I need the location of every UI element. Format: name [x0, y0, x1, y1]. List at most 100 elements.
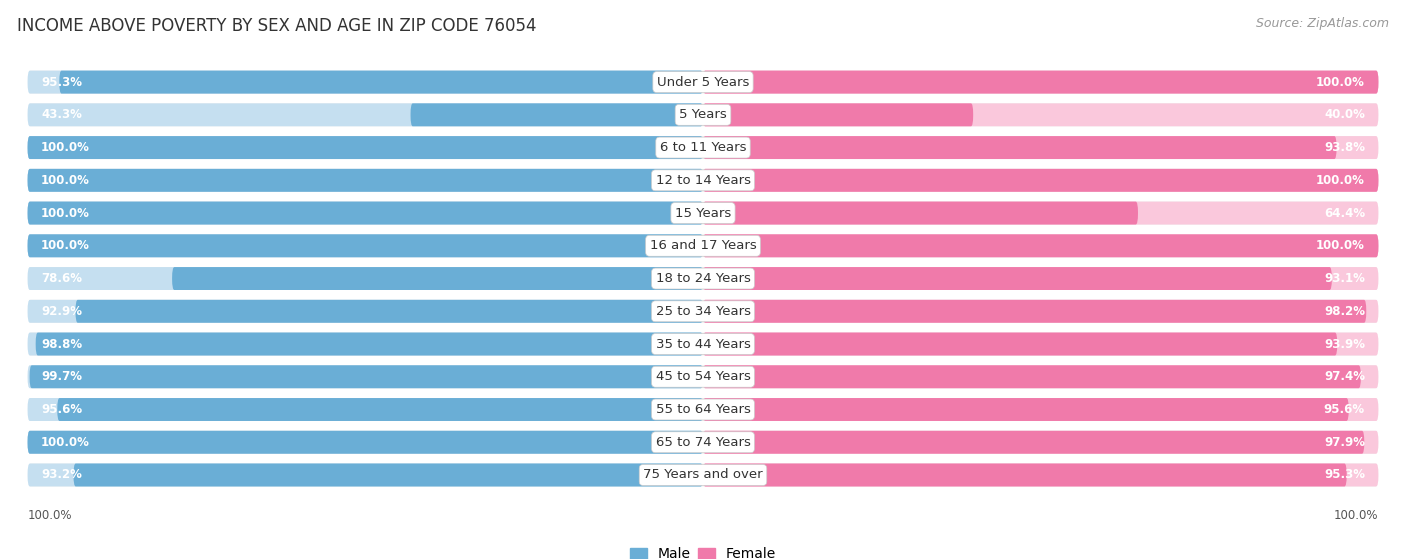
FancyBboxPatch shape [28, 430, 1378, 454]
FancyBboxPatch shape [28, 331, 1378, 357]
Text: 95.3%: 95.3% [1324, 468, 1365, 481]
Text: Under 5 Years: Under 5 Years [657, 75, 749, 88]
Text: 98.8%: 98.8% [41, 338, 82, 350]
FancyBboxPatch shape [703, 267, 1378, 290]
FancyBboxPatch shape [703, 300, 1378, 323]
FancyBboxPatch shape [703, 366, 1361, 388]
FancyBboxPatch shape [703, 398, 1378, 421]
Text: 100.0%: 100.0% [28, 509, 72, 522]
FancyBboxPatch shape [28, 70, 703, 93]
Text: 93.2%: 93.2% [41, 468, 82, 481]
Text: 35 to 44 Years: 35 to 44 Years [655, 338, 751, 350]
Text: 100.0%: 100.0% [1316, 239, 1365, 252]
FancyBboxPatch shape [76, 300, 703, 323]
FancyBboxPatch shape [703, 136, 1337, 159]
Text: 18 to 24 Years: 18 to 24 Years [655, 272, 751, 285]
Text: 45 to 54 Years: 45 to 54 Years [655, 370, 751, 383]
FancyBboxPatch shape [703, 169, 1378, 192]
Text: 12 to 14 Years: 12 to 14 Years [655, 174, 751, 187]
FancyBboxPatch shape [28, 364, 1378, 389]
FancyBboxPatch shape [703, 202, 1378, 225]
FancyBboxPatch shape [28, 169, 703, 192]
Text: 64.4%: 64.4% [1324, 207, 1365, 220]
FancyBboxPatch shape [28, 202, 703, 225]
FancyBboxPatch shape [703, 136, 1378, 159]
FancyBboxPatch shape [28, 234, 703, 257]
FancyBboxPatch shape [28, 233, 1378, 258]
Text: 43.3%: 43.3% [41, 108, 82, 121]
Text: 55 to 64 Years: 55 to 64 Years [655, 403, 751, 416]
FancyBboxPatch shape [28, 70, 1378, 94]
FancyBboxPatch shape [58, 398, 703, 421]
FancyBboxPatch shape [28, 397, 1378, 422]
FancyBboxPatch shape [30, 366, 703, 388]
FancyBboxPatch shape [703, 169, 1378, 192]
Text: 97.9%: 97.9% [1324, 436, 1365, 449]
Text: 100.0%: 100.0% [41, 207, 90, 220]
FancyBboxPatch shape [28, 299, 1378, 324]
FancyBboxPatch shape [703, 234, 1378, 257]
FancyBboxPatch shape [28, 366, 703, 388]
Text: 95.6%: 95.6% [41, 403, 82, 416]
Text: 99.7%: 99.7% [41, 370, 82, 383]
FancyBboxPatch shape [28, 202, 703, 225]
FancyBboxPatch shape [28, 463, 703, 486]
FancyBboxPatch shape [703, 202, 1137, 225]
Text: 100.0%: 100.0% [1334, 509, 1378, 522]
FancyBboxPatch shape [35, 333, 703, 356]
FancyBboxPatch shape [28, 398, 703, 421]
FancyBboxPatch shape [703, 70, 1378, 93]
FancyBboxPatch shape [411, 103, 703, 126]
FancyBboxPatch shape [703, 463, 1347, 486]
FancyBboxPatch shape [28, 169, 703, 192]
Text: 93.8%: 93.8% [1324, 141, 1365, 154]
Text: 25 to 34 Years: 25 to 34 Years [655, 305, 751, 318]
FancyBboxPatch shape [59, 70, 703, 93]
FancyBboxPatch shape [703, 103, 1378, 126]
FancyBboxPatch shape [28, 201, 1378, 225]
FancyBboxPatch shape [28, 102, 1378, 127]
FancyBboxPatch shape [703, 234, 1378, 257]
FancyBboxPatch shape [703, 333, 1378, 356]
FancyBboxPatch shape [172, 267, 703, 290]
FancyBboxPatch shape [703, 70, 1378, 93]
FancyBboxPatch shape [28, 234, 703, 257]
FancyBboxPatch shape [28, 431, 703, 454]
Text: 40.0%: 40.0% [1324, 108, 1365, 121]
Text: 15 Years: 15 Years [675, 207, 731, 220]
Text: 98.2%: 98.2% [1324, 305, 1365, 318]
Text: 16 and 17 Years: 16 and 17 Years [650, 239, 756, 252]
FancyBboxPatch shape [703, 463, 1378, 486]
Text: 100.0%: 100.0% [41, 436, 90, 449]
Text: 93.9%: 93.9% [1324, 338, 1365, 350]
Text: 100.0%: 100.0% [41, 174, 90, 187]
Text: 75 Years and over: 75 Years and over [643, 468, 763, 481]
FancyBboxPatch shape [703, 267, 1331, 290]
Text: 100.0%: 100.0% [41, 239, 90, 252]
FancyBboxPatch shape [703, 300, 1367, 323]
FancyBboxPatch shape [28, 300, 703, 323]
FancyBboxPatch shape [28, 135, 1378, 160]
Text: 78.6%: 78.6% [41, 272, 82, 285]
FancyBboxPatch shape [703, 398, 1348, 421]
Text: 100.0%: 100.0% [41, 141, 90, 154]
Text: 65 to 74 Years: 65 to 74 Years [655, 436, 751, 449]
FancyBboxPatch shape [28, 431, 703, 454]
Text: 100.0%: 100.0% [1316, 174, 1365, 187]
FancyBboxPatch shape [28, 267, 703, 290]
Text: 93.1%: 93.1% [1324, 272, 1365, 285]
Text: 97.4%: 97.4% [1324, 370, 1365, 383]
Text: 100.0%: 100.0% [1316, 75, 1365, 88]
Legend: Male, Female: Male, Female [624, 542, 782, 559]
FancyBboxPatch shape [703, 431, 1364, 454]
Text: 95.3%: 95.3% [41, 75, 82, 88]
FancyBboxPatch shape [28, 266, 1378, 291]
FancyBboxPatch shape [703, 333, 1337, 356]
FancyBboxPatch shape [703, 366, 1378, 388]
FancyBboxPatch shape [703, 103, 973, 126]
Text: Source: ZipAtlas.com: Source: ZipAtlas.com [1256, 17, 1389, 30]
Text: INCOME ABOVE POVERTY BY SEX AND AGE IN ZIP CODE 76054: INCOME ABOVE POVERTY BY SEX AND AGE IN Z… [17, 17, 536, 35]
FancyBboxPatch shape [28, 136, 703, 159]
FancyBboxPatch shape [28, 462, 1378, 487]
FancyBboxPatch shape [28, 103, 703, 126]
